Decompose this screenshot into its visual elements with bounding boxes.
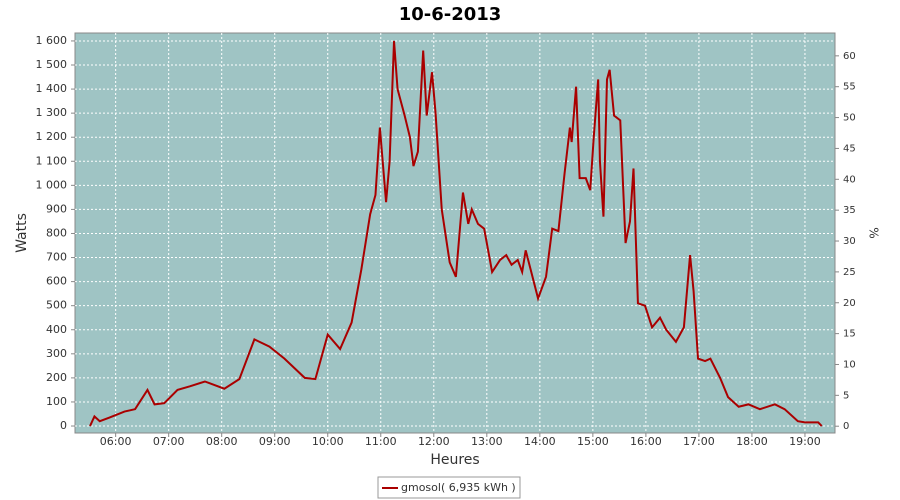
y2-tick-label: 45 — [843, 143, 856, 154]
x-tick-label: 12:00 — [418, 435, 450, 448]
y-tick-label: 1 000 — [36, 178, 68, 191]
y-tick-label: 600 — [46, 275, 67, 288]
x-axis-label: Heures — [430, 452, 479, 468]
y2-tick-label: 0 — [843, 421, 849, 432]
y-tick-label: 500 — [46, 299, 67, 312]
y2-tick-label: 35 — [843, 205, 856, 216]
y2-tick-label: 30 — [843, 236, 856, 247]
y-tick-label: 1 300 — [36, 106, 68, 119]
y-tick-label: 900 — [46, 202, 67, 215]
y2-tick-label: 60 — [843, 51, 856, 62]
x-tick-label: 11:00 — [365, 435, 397, 448]
y-tick-label: 200 — [46, 371, 67, 384]
x-tick-label: 08:00 — [206, 435, 238, 448]
x-tick-label: 16:00 — [630, 435, 662, 448]
y-tick-label: 1 400 — [36, 82, 68, 95]
x-tick-label: 07:00 — [153, 435, 185, 448]
y-tick-label: 1 500 — [36, 58, 68, 71]
x-tick-label: 13:00 — [471, 435, 503, 448]
x-tick-label: 09:00 — [259, 435, 291, 448]
x-tick-label: 18:00 — [736, 435, 768, 448]
y-tick-label: 700 — [46, 251, 67, 264]
x-tick-label: 17:00 — [683, 435, 715, 448]
y-tick-label: 400 — [46, 323, 67, 336]
y-tick-label: 0 — [60, 419, 67, 432]
legend-label: gmosol( 6,935 kWh ) — [401, 481, 516, 494]
y2-axis-label: % — [867, 227, 881, 238]
y2-tick-label: 15 — [843, 329, 856, 340]
chart-title: 10-6-2013 — [399, 4, 502, 25]
y-tick-label: 1 600 — [36, 34, 68, 47]
y-tick-label: 1 100 — [36, 154, 68, 167]
y2-tick-label: 40 — [843, 174, 856, 185]
x-tick-label: 14:00 — [524, 435, 556, 448]
y-tick-label: 800 — [46, 226, 67, 239]
x-tick-label: 19:00 — [789, 435, 821, 448]
y2-tick-label: 10 — [843, 359, 856, 370]
y2-tick-label: 20 — [843, 298, 856, 309]
y-tick-label: 300 — [46, 347, 67, 360]
x-tick-label: 06:00 — [100, 435, 132, 448]
y-tick-label: 100 — [46, 395, 67, 408]
y-axis-label: Watts — [14, 213, 30, 253]
x-tick-label: 10:00 — [312, 435, 344, 448]
y2-tick-label: 25 — [843, 267, 856, 278]
y2-tick-label: 5 — [843, 390, 849, 401]
line — [89, 40, 823, 427]
y2-tick-label: 50 — [843, 113, 856, 124]
y2-tick-label: 55 — [843, 82, 856, 93]
y-tick-label: 1 200 — [36, 130, 68, 143]
x-tick-label: 15:00 — [577, 435, 609, 448]
legend — [377, 476, 521, 499]
